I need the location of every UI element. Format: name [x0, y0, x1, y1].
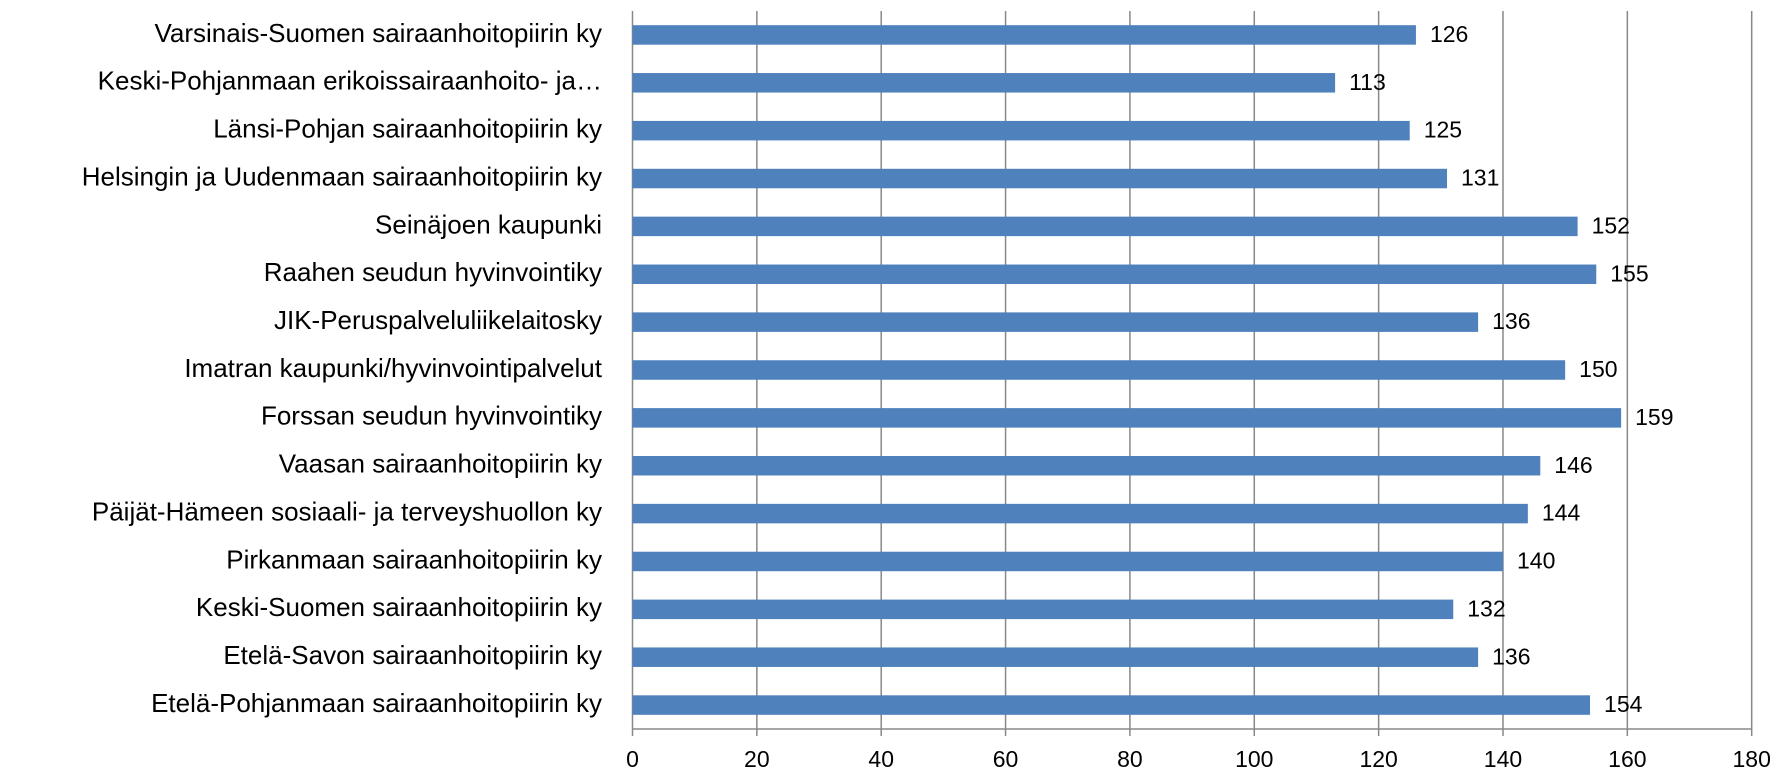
bar — [632, 312, 1479, 332]
x-tick-label: 160 — [1608, 746, 1646, 772]
bar — [632, 264, 1597, 285]
value-label: 125 — [1424, 117, 1462, 143]
y-tick-label: Länsi-Pohjan sairaanhoitopiirin ky — [213, 114, 602, 144]
value-label: 131 — [1461, 165, 1499, 191]
y-tick-label: Seinäjoen kaupunki — [375, 209, 602, 239]
bar — [632, 647, 1479, 667]
value-label: 155 — [1610, 260, 1648, 286]
value-label: 152 — [1592, 212, 1630, 238]
bar — [632, 25, 1416, 45]
value-label: 136 — [1492, 643, 1530, 669]
bar — [632, 503, 1528, 524]
value-label: 159 — [1635, 404, 1673, 430]
value-label: 140 — [1517, 548, 1555, 574]
value-label: 154 — [1604, 691, 1643, 717]
y-tick-label: Keski-Suomen sairaanhoitopiirin ky — [196, 592, 602, 622]
x-tick-label: 140 — [1484, 746, 1522, 772]
y-tick-label: Päijät-Hämeen sosiaali- ja terveyshuollo… — [92, 496, 602, 526]
x-tick-label: 0 — [626, 746, 639, 772]
y-tick-label: Helsingin ja Uudenmaan sairaanhoitopiiri… — [82, 161, 602, 191]
y-tick-label: Forssan seudun hyvinvointiky — [261, 401, 602, 431]
value-label: 146 — [1554, 452, 1592, 478]
y-tick-label: Etelä-Pohjanmaan sairaanhoitopiirin ky — [151, 688, 602, 718]
y-tick-label: Imatran kaupunki/hyvinvointipalvelut — [184, 353, 602, 383]
value-label: 113 — [1349, 69, 1386, 95]
bar — [632, 360, 1566, 380]
x-tick-label: 60 — [993, 746, 1019, 772]
value-label: 144 — [1542, 500, 1581, 526]
x-tick-label: 40 — [868, 746, 894, 772]
y-tick-label: Vaasan sairaanhoitopiirin ky — [279, 449, 602, 479]
bar — [632, 455, 1541, 476]
bar — [632, 168, 1448, 189]
y-tick-label: Keski-Pohjanmaan erikoissairaanhoito- ja… — [98, 66, 602, 96]
bar — [632, 551, 1503, 572]
y-tick-label: Raahen seudun hyvinvointiky — [264, 257, 602, 287]
x-tick-label: 100 — [1235, 746, 1273, 772]
bar — [632, 408, 1622, 428]
y-tick-label: Pirkanmaan sairaanhoitopiirin ky — [226, 544, 602, 574]
value-label: 136 — [1492, 308, 1530, 334]
bar — [632, 599, 1454, 620]
value-label: 132 — [1467, 595, 1505, 621]
value-label: 126 — [1430, 21, 1468, 47]
x-tick-label: 120 — [1359, 746, 1397, 772]
value-label: 150 — [1579, 356, 1617, 382]
x-tick-label: 80 — [1117, 746, 1143, 772]
x-tick-label: 180 — [1733, 746, 1771, 772]
bar — [632, 216, 1578, 237]
y-tick-label: JIK-Peruspalveluliikelaitosky — [274, 305, 602, 335]
bar — [632, 695, 1591, 715]
x-tick-label: 20 — [744, 746, 770, 772]
bar — [632, 73, 1336, 93]
y-tick-label: Etelä-Savon sairaanhoitopiirin ky — [223, 640, 602, 670]
bar — [632, 120, 1410, 141]
y-tick-label: Varsinais-Suomen sairaanhoitopiirin ky — [154, 18, 602, 48]
